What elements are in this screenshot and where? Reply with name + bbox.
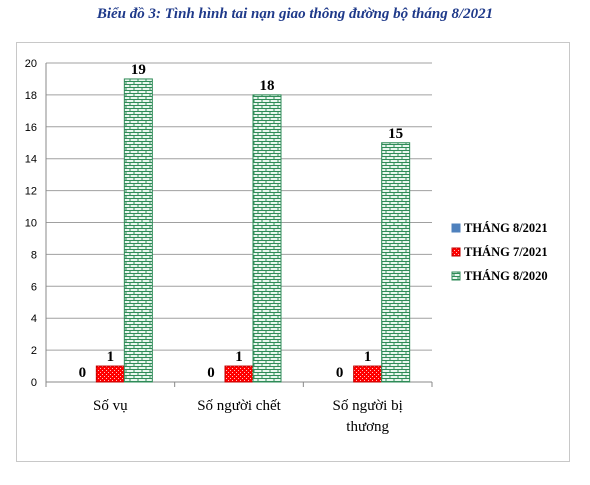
x-category-label: Số người bị — [333, 398, 403, 414]
y-tick-label: 12 — [25, 186, 37, 198]
y-tick-label: 8 — [31, 249, 37, 261]
data-label: 15 — [388, 126, 403, 142]
legend: THÁNG 8/2021 THÁNG 7/2021 THÁNG 8/2020 — [451, 221, 548, 283]
bar — [95, 365, 125, 383]
y-tick-label: 6 — [31, 281, 37, 293]
bar — [252, 94, 282, 383]
legend-label: THÁNG 8/2020 — [464, 269, 548, 283]
y-tick-label: 20 — [25, 58, 37, 70]
data-label: 0 — [79, 365, 87, 381]
legend-label: THÁNG 8/2021 — [464, 221, 548, 235]
data-label: 1 — [107, 349, 115, 365]
data-label: 1 — [364, 349, 372, 365]
bar — [123, 78, 153, 383]
x-category-label: thương — [346, 419, 389, 435]
bar — [381, 142, 411, 383]
y-tick-label: 14 — [25, 154, 37, 166]
x-category-label: Số vụ — [93, 398, 128, 414]
gridlines — [46, 62, 432, 383]
bar — [224, 365, 254, 383]
x-axis: Số vụ Số người chết Số người bị thương — [45, 382, 433, 435]
x-category-label: Số người chết — [197, 398, 281, 414]
y-tick-label: 0 — [31, 377, 37, 389]
y-tick-label: 4 — [31, 313, 37, 325]
data-label: 0 — [336, 365, 344, 381]
data-labels: 0 1 19 0 1 18 0 1 15 — [79, 62, 404, 381]
bars — [95, 78, 411, 383]
y-tick-label: 18 — [25, 90, 37, 102]
y-tick-label: 10 — [25, 218, 37, 230]
data-label: 19 — [131, 62, 146, 78]
chart-title: Biểu đồ 3: Tình hình tai nạn giao thông … — [96, 6, 494, 22]
data-label: 18 — [260, 78, 275, 94]
data-label: 1 — [235, 349, 243, 365]
y-tick-label: 16 — [25, 122, 37, 134]
legend-swatch — [451, 247, 461, 257]
legend-label: THÁNG 7/2021 — [464, 245, 548, 259]
data-label: 0 — [207, 365, 215, 381]
y-tick-label: 2 — [31, 345, 37, 357]
legend-swatch — [451, 223, 461, 233]
chart-frame — [16, 42, 570, 462]
legend-swatch — [451, 271, 461, 281]
bar — [353, 365, 383, 383]
y-axis: 0 2 4 6 8 10 12 14 16 18 20 — [25, 58, 47, 389]
